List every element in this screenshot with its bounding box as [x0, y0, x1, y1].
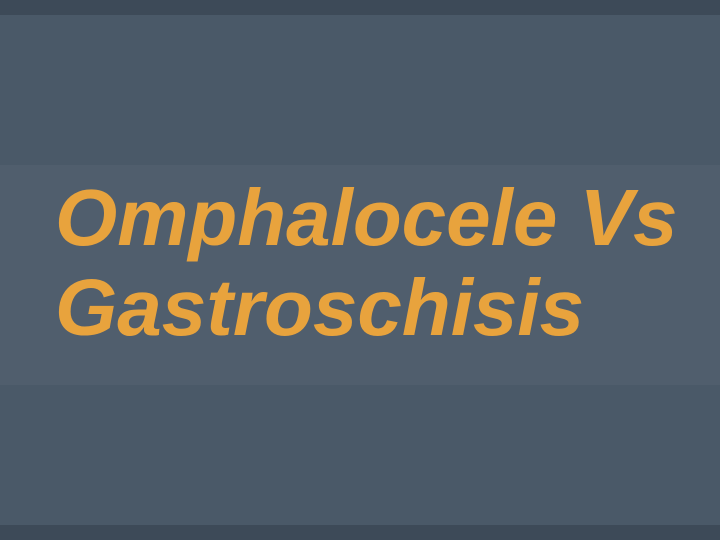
bg-stripe-bottom: [0, 525, 720, 540]
bg-stripe-top: [0, 0, 720, 15]
bg-stripe-3: [0, 385, 720, 525]
bg-stripe-1: [0, 15, 720, 165]
title-line-2: Gastroschisis: [55, 263, 677, 353]
slide-title: Omphalocele Vs Gastroschisis: [0, 173, 717, 352]
slide-container: Omphalocele Vs Gastroschisis: [0, 0, 720, 540]
title-line-1: Omphalocele Vs: [55, 173, 677, 263]
